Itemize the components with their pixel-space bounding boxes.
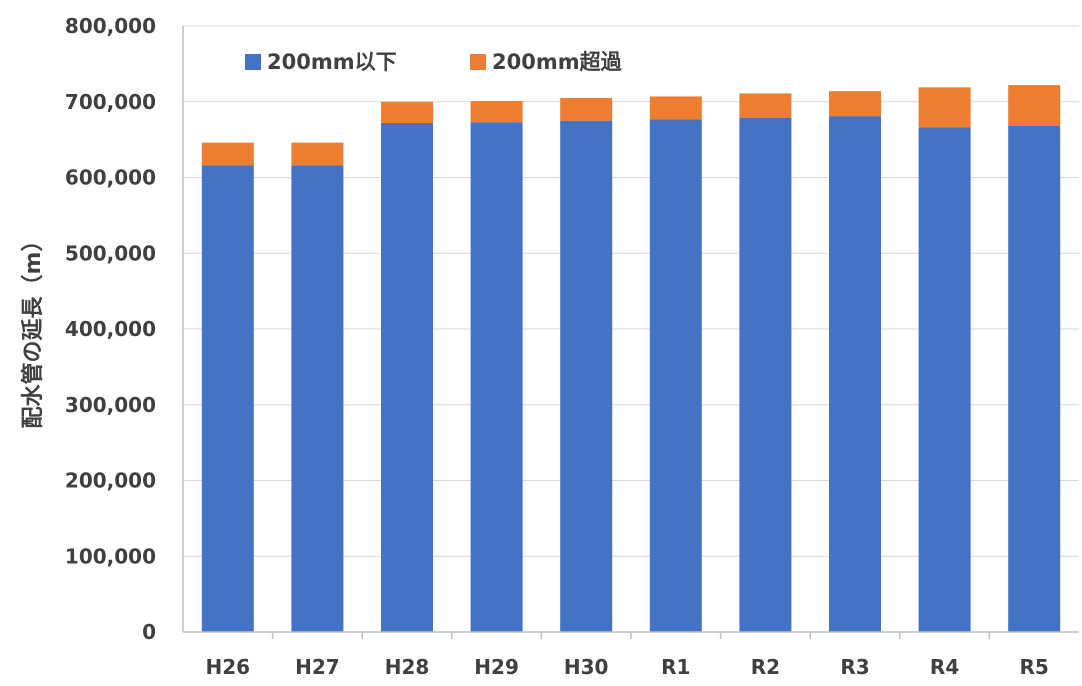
y-tick-label: 800,000 [65, 14, 156, 38]
bar-le200-R5 [1008, 125, 1061, 633]
x-tick-label: R2 [751, 655, 780, 679]
bars [201, 85, 1061, 633]
y-tick-label: 600,000 [65, 166, 156, 190]
x-tick-label: H28 [385, 655, 430, 679]
legend-swatch [245, 54, 261, 70]
bar-gt200-H27 [291, 142, 344, 166]
bar-gt200-H29 [470, 100, 523, 123]
legend-label: 200mm超過 [492, 50, 623, 74]
x-tick-labels: H26 H27 H28 H29 H30 R1 R2 R3 R4 R5 [206, 655, 1049, 679]
bar-gt200-H28 [381, 101, 433, 123]
y-axis-title: 配水管の延長（m） [20, 230, 46, 429]
x-tick-label: R5 [1020, 655, 1049, 679]
bar-gt200-H26 [201, 142, 254, 166]
bar-gt200-R4 [918, 87, 971, 128]
bar-gt200-R1 [649, 96, 702, 120]
bar-gt200-R3 [829, 91, 881, 117]
legend-label: 200mm以下 [267, 50, 397, 74]
bar-le200-H28 [381, 122, 433, 633]
y-tick-label: 100,000 [65, 544, 156, 568]
bar-le200-H30 [560, 120, 613, 632]
legend: 200mm以下 200mm超過 [245, 50, 623, 74]
y-tick-label: 0 [142, 620, 156, 644]
bar-le200-R2 [739, 117, 792, 633]
x-tick-label: H27 [295, 655, 340, 679]
legend-swatch [470, 54, 486, 70]
x-tick-label: H29 [474, 655, 519, 679]
x-tick-label: R3 [840, 655, 869, 679]
y-tick-label: 300,000 [65, 393, 156, 417]
y-tick-label: 400,000 [65, 317, 156, 341]
bar-gt200-R5 [1008, 85, 1061, 126]
x-tick-label: H26 [206, 655, 251, 679]
bar-le200-R1 [649, 119, 702, 633]
y-tick-label: 700,000 [65, 90, 156, 114]
bar-le200-H26 [201, 165, 254, 632]
x-tick-label: H30 [564, 655, 609, 679]
bar-le200-R3 [829, 116, 881, 632]
bar-le200-H29 [470, 122, 523, 632]
bar-gt200-H30 [560, 97, 613, 121]
x-tick-label: R1 [661, 655, 690, 679]
y-tick-labels: 0 100,000 200,000 300,000 400,000 500,000 600,… [65, 14, 156, 644]
axes [182, 26, 1079, 639]
x-tick-label: R4 [930, 655, 959, 679]
bar-gt200-R2 [739, 93, 792, 118]
y-tick-label: 500,000 [65, 241, 156, 265]
bar-le200-R4 [918, 127, 971, 632]
bar-le200-H27 [291, 165, 344, 632]
y-tick-label: 200,000 [65, 469, 156, 493]
